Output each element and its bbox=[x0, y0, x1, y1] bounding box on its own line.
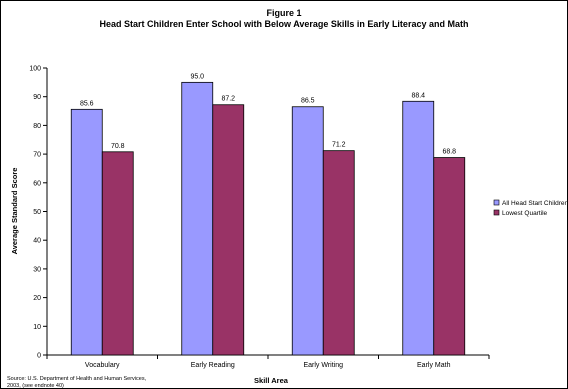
y-tick-label: 50 bbox=[33, 209, 41, 216]
data-label-all-head-start-children-early-reading: 95.0 bbox=[190, 73, 204, 80]
bar-all-head-start-children-early-reading bbox=[181, 81, 214, 356]
y-tick-label: 80 bbox=[33, 123, 41, 130]
data-label-all-head-start-children-early-writing: 86.5 bbox=[301, 98, 315, 105]
y-tick-label: 90 bbox=[33, 94, 41, 101]
bar-lowest-quartile-early-reading bbox=[212, 104, 245, 356]
chart-title: Figure 1 bbox=[266, 8, 302, 18]
x-tick-label-vocabulary: Vocabulary bbox=[85, 362, 120, 369]
y-tick-label: 70 bbox=[33, 152, 41, 159]
y-tick-label: 10 bbox=[33, 324, 41, 331]
y-tick-label: 40 bbox=[33, 238, 41, 245]
data-label-lowest-quartile-early-reading: 87.2 bbox=[221, 96, 235, 103]
x-tick-label-early-math: Early Math bbox=[417, 362, 451, 369]
y-tick-label: 20 bbox=[33, 295, 41, 302]
bar-lowest-quartile-early-math bbox=[433, 157, 466, 356]
bar-all-head-start-children-vocabulary bbox=[70, 108, 103, 356]
data-label-lowest-quartile-vocabulary: 70.8 bbox=[111, 143, 125, 150]
bar-all-head-start-children-early-writing bbox=[291, 106, 324, 356]
legend-label-all-head-start-children: All Head Start Children bbox=[502, 200, 567, 207]
legend-swatch-lowest-quartile bbox=[493, 209, 500, 216]
x-axis-title: Skill Area bbox=[254, 376, 289, 385]
y-tick-label: 30 bbox=[33, 266, 41, 273]
x-tick-label-early-reading: Early Reading bbox=[191, 362, 235, 369]
chart-subtitle: Head Start Children Enter School with Be… bbox=[99, 19, 469, 29]
data-label-lowest-quartile-early-math: 68.8 bbox=[442, 149, 456, 156]
bar-lowest-quartile-early-writing bbox=[322, 150, 355, 356]
y-tick-label: 60 bbox=[33, 180, 41, 187]
source-note: Source: U.S. Department of Health and Hu… bbox=[7, 376, 147, 389]
data-label-all-head-start-children-early-math: 88.4 bbox=[411, 92, 425, 99]
bar-lowest-quartile-vocabulary bbox=[101, 151, 134, 356]
legend-label-lowest-quartile: Lowest Quartile bbox=[502, 210, 548, 217]
y-axis-title: Average Standard Score bbox=[10, 168, 19, 255]
data-label-lowest-quartile-early-writing: 71.2 bbox=[332, 142, 346, 149]
data-label-all-head-start-children-vocabulary: 85.6 bbox=[80, 100, 94, 107]
y-tick-label: 0 bbox=[37, 353, 41, 360]
bar-all-head-start-children-early-math bbox=[402, 100, 435, 356]
x-tick-label-early-writing: Early Writing bbox=[303, 362, 343, 369]
legend-swatch-all-head-start-children bbox=[493, 199, 500, 206]
y-tick-label: 100 bbox=[29, 66, 41, 73]
